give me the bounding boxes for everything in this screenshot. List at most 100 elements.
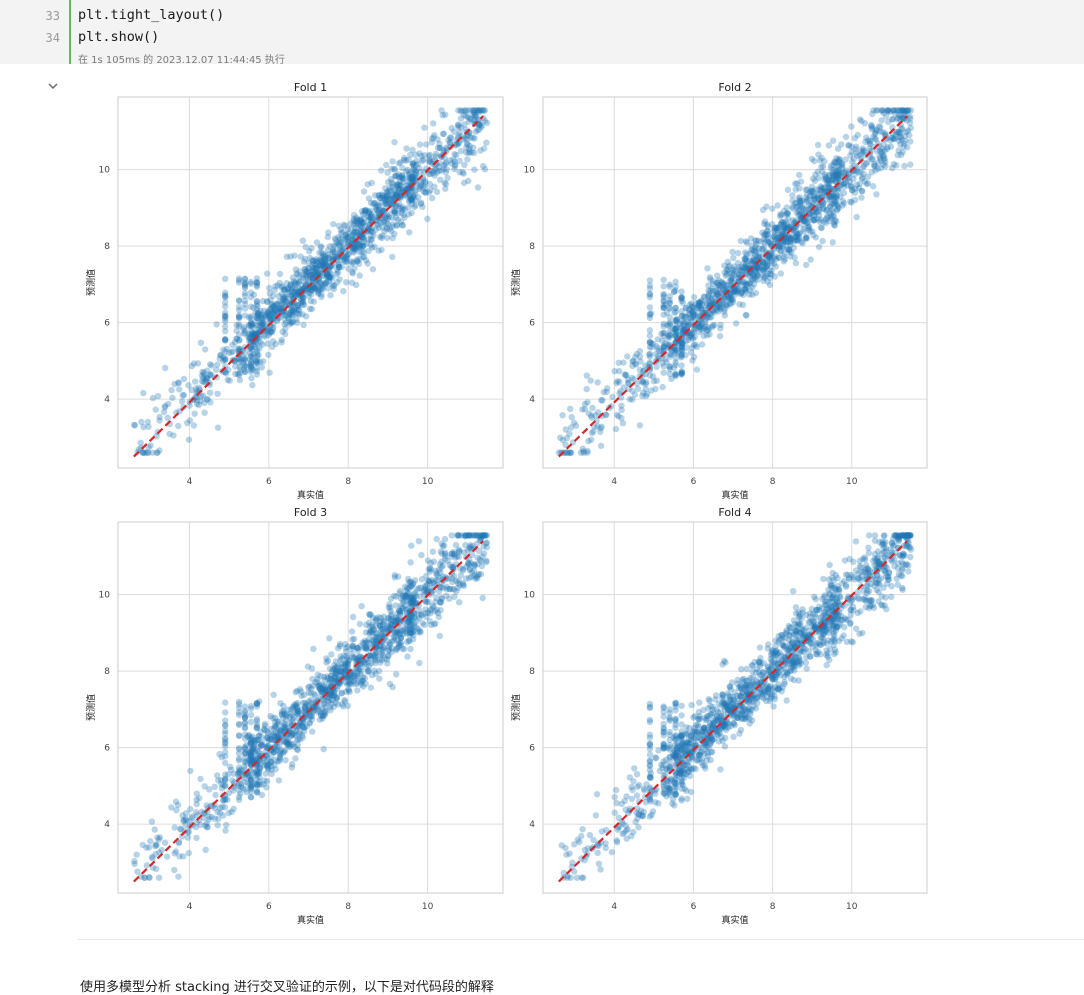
data-point xyxy=(186,403,192,409)
data-point xyxy=(647,304,653,310)
data-point xyxy=(782,256,788,262)
code-line[interactable]: plt.show() xyxy=(78,29,159,45)
data-point xyxy=(150,395,156,401)
data-point xyxy=(348,258,354,264)
data-point xyxy=(384,170,390,176)
data-point xyxy=(222,699,228,705)
data-point xyxy=(213,321,219,327)
data-point xyxy=(437,561,443,567)
data-point xyxy=(672,305,678,311)
data-point xyxy=(168,387,174,393)
data-point xyxy=(301,724,307,730)
data-point xyxy=(298,693,304,699)
data-point xyxy=(156,417,162,423)
data-point xyxy=(436,168,442,174)
data-point xyxy=(874,166,880,172)
data-point xyxy=(771,234,777,240)
data-point xyxy=(236,701,242,707)
data-point xyxy=(444,558,450,564)
y-tick-label: 8 xyxy=(529,242,535,252)
data-point xyxy=(458,115,464,121)
data-point xyxy=(449,532,455,538)
data-point xyxy=(222,318,228,324)
data-point xyxy=(236,331,242,337)
data-point xyxy=(793,260,799,266)
data-point xyxy=(248,375,254,381)
data-point xyxy=(466,532,472,538)
data-point xyxy=(412,202,418,208)
data-point xyxy=(254,755,260,761)
data-point xyxy=(429,195,435,201)
data-point xyxy=(393,671,399,677)
data-point xyxy=(194,819,200,825)
data-point xyxy=(725,259,731,265)
x-axis-label: 真实值 xyxy=(297,914,324,926)
data-point xyxy=(187,768,193,774)
data-point xyxy=(242,305,248,311)
data-point xyxy=(624,353,630,359)
scatter-points xyxy=(131,107,490,456)
data-point xyxy=(701,293,707,299)
data-point xyxy=(410,166,416,172)
data-point xyxy=(781,208,787,214)
data-point xyxy=(199,373,205,379)
data-point xyxy=(716,291,722,297)
data-point xyxy=(215,425,221,431)
data-point xyxy=(661,312,667,318)
data-point xyxy=(439,550,445,556)
data-point xyxy=(760,246,766,252)
data-point xyxy=(589,405,595,411)
code-cell[interactable]: 33 plt.tight_layout() 34 plt.show() 在 1s… xyxy=(0,0,1084,64)
chevron-down-icon[interactable] xyxy=(46,80,60,94)
data-point xyxy=(372,671,378,677)
data-point xyxy=(477,147,483,153)
data-point xyxy=(217,805,223,811)
data-point xyxy=(447,157,453,163)
data-point xyxy=(271,692,277,698)
data-point xyxy=(390,684,396,690)
data-point xyxy=(349,269,355,275)
data-point xyxy=(417,141,423,147)
data-point xyxy=(295,747,301,753)
data-point xyxy=(208,362,214,368)
data-point xyxy=(214,822,220,828)
chart-title: Fold 2 xyxy=(718,81,751,94)
data-point xyxy=(461,180,467,186)
data-point xyxy=(375,247,381,253)
data-point xyxy=(484,544,490,550)
data-point xyxy=(804,191,810,197)
data-point xyxy=(175,380,181,386)
code-line[interactable]: plt.tight_layout() xyxy=(78,7,224,23)
data-point xyxy=(254,322,260,328)
data-point xyxy=(222,337,228,343)
data-point xyxy=(331,254,337,260)
data-point xyxy=(292,755,298,761)
data-point xyxy=(236,304,242,310)
data-point xyxy=(384,660,390,666)
data-point xyxy=(368,629,374,635)
data-point xyxy=(193,797,199,803)
data-point xyxy=(769,206,775,212)
data-point xyxy=(440,131,446,137)
data-point xyxy=(620,420,626,426)
data-point xyxy=(711,322,717,328)
data-point xyxy=(585,438,591,444)
data-point xyxy=(402,584,408,590)
data-point xyxy=(483,140,489,146)
data-point xyxy=(776,224,782,230)
data-point xyxy=(242,744,248,750)
data-point xyxy=(588,377,594,383)
y-axis-label: 预测值 xyxy=(85,694,97,721)
data-point xyxy=(248,784,254,790)
data-point xyxy=(830,138,836,144)
data-point xyxy=(907,138,913,144)
data-point xyxy=(254,725,260,731)
data-point xyxy=(743,312,749,318)
data-point xyxy=(848,123,854,129)
data-point xyxy=(831,194,837,200)
data-point xyxy=(353,680,359,686)
y-tick-label: 6 xyxy=(104,744,110,754)
data-point xyxy=(242,720,248,726)
data-point xyxy=(416,660,422,666)
